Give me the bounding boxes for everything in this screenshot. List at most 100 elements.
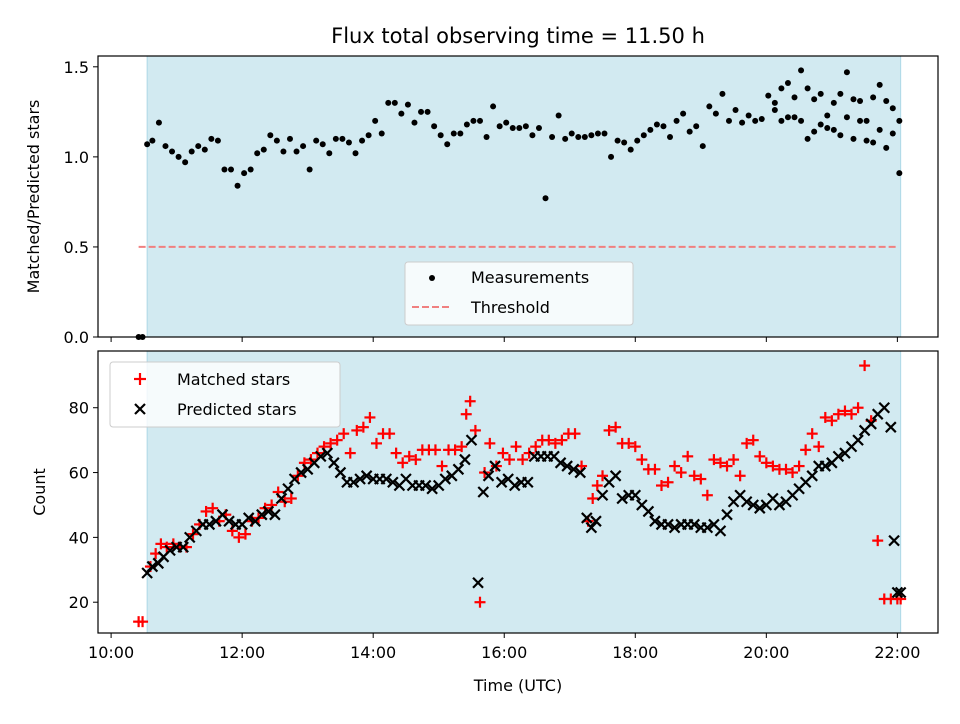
legend-threshold-label: Threshold (470, 298, 550, 317)
matched-star-point (325, 437, 337, 449)
matched-star-point (370, 437, 382, 449)
predicted-star-stroke-b (891, 586, 904, 599)
matched-star-point (591, 480, 603, 492)
predicted-star-stroke-b (561, 460, 573, 472)
predicted-star-point (662, 518, 674, 531)
measurement-point (653, 121, 660, 128)
measurement-point (378, 130, 385, 137)
measurement-point (404, 101, 411, 108)
matched-star-point (839, 405, 851, 417)
predicted-star-point (482, 470, 495, 482)
matched-star-point (530, 441, 542, 453)
measurement-point (778, 85, 785, 92)
legend-box (109, 361, 341, 428)
measurement-point (175, 153, 182, 160)
measurement-point (798, 67, 805, 74)
predicted-star-stroke-b (522, 476, 534, 489)
matched-star-point (806, 428, 818, 440)
measurement-point (372, 117, 379, 124)
predicted-star-point (177, 541, 189, 553)
measurement-point (660, 123, 667, 130)
predicted-star-stroke-b (295, 466, 307, 479)
y-tick-label: 0.5 (64, 238, 89, 257)
predicted-star-stroke-b (548, 450, 560, 463)
predicted-star-point (891, 586, 904, 599)
predicted-star-stroke-b (203, 518, 216, 531)
measurement-point (398, 110, 405, 117)
predicted-star-point (328, 457, 340, 469)
predicted-star-point (894, 586, 907, 599)
matched-star-point (460, 408, 472, 420)
predicted-star-stroke-b (636, 499, 648, 511)
predicted-star-point (477, 486, 490, 498)
predicted-star-point (334, 466, 347, 479)
legend-measurements-marker (429, 275, 435, 281)
matched-star-point (338, 428, 350, 440)
predicted-star-point (146, 560, 159, 573)
matched-star-point (714, 457, 726, 469)
measurement-point (634, 137, 641, 144)
predicted-star-point (642, 505, 655, 518)
matched-star-point (728, 454, 740, 466)
measurement-point (817, 90, 824, 97)
matched-star-point (701, 489, 713, 501)
predicted-star-point (203, 518, 216, 531)
predicted-star-point (609, 470, 622, 482)
predicted-star-stroke-b (314, 450, 327, 463)
matched-star-point (819, 411, 831, 423)
matched-star-point (474, 596, 486, 608)
matched-star-point (675, 467, 687, 479)
predicted-star-stroke-b (581, 512, 593, 524)
measurement-point (883, 144, 890, 151)
predicted-star-point (262, 505, 275, 518)
matched-star-point (464, 395, 476, 407)
measurement-point (627, 146, 634, 153)
predicted-star-point (649, 515, 661, 527)
predicted-star-stroke-b (629, 489, 642, 502)
matched-star-point (484, 437, 496, 449)
matched-star-point (569, 428, 581, 440)
measurement-point (647, 126, 654, 133)
predicted-star-point (380, 473, 393, 485)
measurement-point (319, 141, 326, 148)
matched-star-point (793, 460, 805, 472)
predicted-star-point (832, 450, 845, 463)
measurement-point (509, 125, 516, 132)
predicted-star-stroke-b (721, 508, 733, 521)
predicted-star-stroke-b (146, 560, 159, 573)
measurement-point (739, 119, 746, 126)
measurement-point (575, 134, 582, 141)
predicted-star-stroke-b (865, 418, 877, 430)
measurement-point (529, 132, 536, 139)
predicted-star-stroke-b (223, 515, 235, 527)
predicted-star-point (354, 473, 366, 485)
measurement-point (234, 182, 241, 189)
predicted-star-point (885, 421, 897, 433)
predicted-star-point (522, 476, 534, 489)
predicted-star-stroke-b (662, 518, 674, 531)
x-tick-label: 12:00 (219, 643, 265, 662)
measurement-point (667, 134, 674, 141)
predicted-star-point (242, 512, 255, 524)
plot-frame (97, 55, 939, 338)
measurement-point (313, 137, 320, 144)
measurement-point (391, 99, 398, 106)
measurement-point (352, 150, 359, 157)
predicted-star-stroke-b (832, 450, 845, 463)
predicted-star-point (888, 534, 900, 547)
predicted-star-stroke-b (754, 502, 766, 514)
measurement-point (850, 96, 857, 103)
predicted-star-stroke-b (885, 421, 897, 433)
predicted-star-point (852, 434, 864, 446)
predicted-star-stroke-b (819, 460, 832, 472)
predicted-star-point (747, 499, 760, 511)
y-tick-label: 0.0 (64, 328, 89, 347)
predicted-star-point (508, 479, 521, 492)
matched-star-point (233, 531, 245, 543)
predicted-star-stroke-b (269, 508, 281, 521)
measurement-point (870, 94, 877, 101)
predicted-star-point (581, 512, 593, 524)
predicted-star-stroke-b (740, 495, 753, 508)
top-panel: 0.0 0.5 1.0 1.5 Matched/Predicted stars Measu… (24, 55, 939, 347)
predicted-star-stroke-b (585, 521, 598, 534)
